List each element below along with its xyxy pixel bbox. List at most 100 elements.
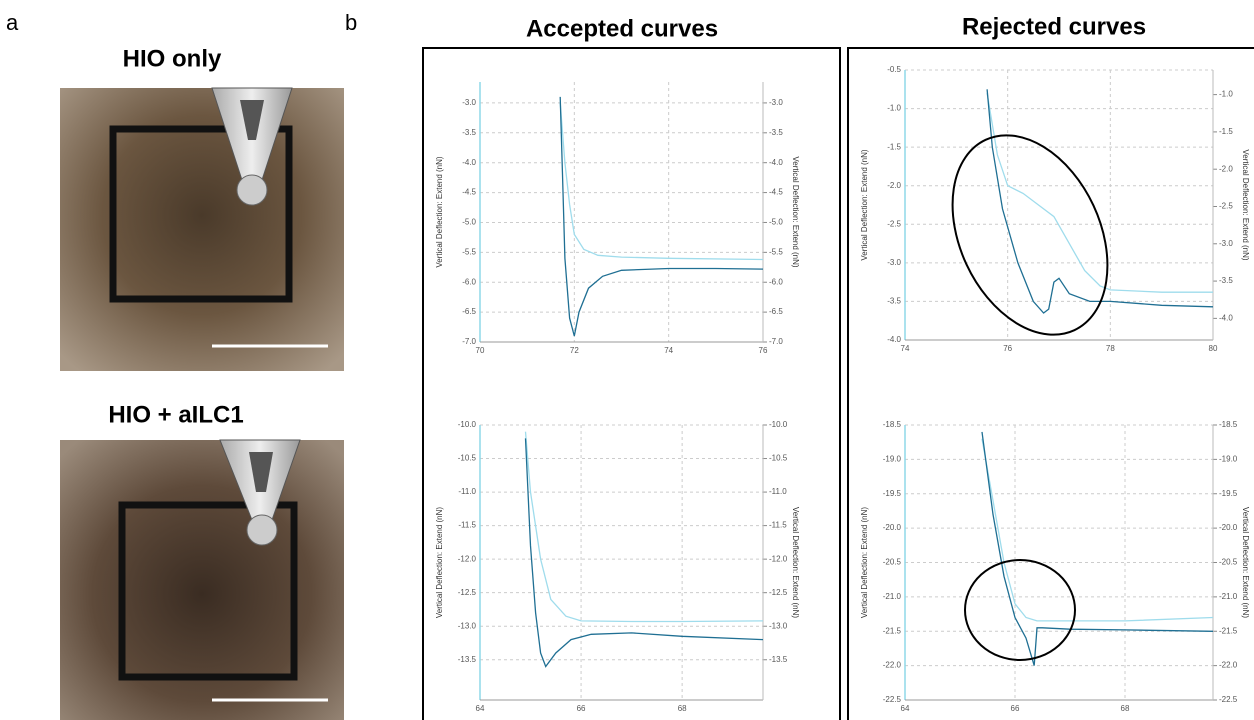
- y2-tick-label: -10.5: [769, 454, 788, 463]
- y2-axis-label: Vertical Deflection: Extend (nN): [1241, 507, 1250, 618]
- x-tick-label: 66: [1011, 704, 1020, 713]
- x-tick-label: 64: [476, 704, 485, 713]
- y-tick-label: -18.5: [883, 420, 902, 429]
- curve: [986, 92, 1213, 293]
- y-tick-label: -7.0: [462, 337, 476, 346]
- y-tick-label: -11.0: [458, 487, 476, 496]
- curve: [559, 96, 764, 337]
- y-tick-label: -2.5: [887, 219, 901, 228]
- y-tick-label: -3.5: [887, 297, 901, 306]
- y2-tick-label: -5.5: [769, 247, 783, 256]
- y-tick-label: -10.0: [458, 420, 477, 429]
- y-tick-label: -11.5: [458, 521, 476, 530]
- panel-frame: [422, 47, 841, 720]
- y2-tick-label: -18.5: [1219, 420, 1238, 429]
- column-title: Accepted curves: [526, 15, 718, 42]
- y-axis-label: Vertical Deflection: Extend (nN): [860, 507, 869, 618]
- y2-tick-label: -21.0: [1219, 592, 1238, 601]
- curve: [524, 438, 764, 668]
- y-tick-label: -13.0: [458, 621, 477, 630]
- highlight-ring: [951, 134, 1109, 336]
- y2-tick-label: -1.5: [1219, 127, 1233, 136]
- y2-axis-label: Vertical Deflection: Extend (nN): [791, 156, 800, 267]
- panel-label: b: [345, 10, 357, 35]
- y-tick-label: -20.0: [883, 523, 902, 532]
- y-tick-label: -3.0: [462, 98, 476, 107]
- micrograph: [60, 87, 344, 371]
- y-axis-label: Vertical Deflection: Extend (nN): [860, 149, 869, 260]
- y-tick-label: -0.5: [887, 65, 901, 74]
- x-tick-label: 72: [570, 346, 579, 355]
- image-title: HIO + aILC1: [108, 401, 243, 428]
- y2-tick-label: -5.0: [769, 218, 783, 227]
- y2-tick-label: -4.0: [1219, 313, 1233, 322]
- y2-tick-label: -2.0: [1219, 164, 1233, 173]
- y2-tick-label: -3.0: [769, 98, 783, 107]
- y2-tick-label: -19.5: [1219, 489, 1238, 498]
- y2-tick-label: -10.0: [769, 420, 788, 429]
- y-tick-label: -6.5: [462, 307, 476, 316]
- y2-tick-label: -13.0: [769, 621, 788, 630]
- y-axis-label: Vertical Deflection: Extend (nN): [435, 507, 444, 618]
- y-tick-label: -4.0: [462, 158, 476, 167]
- y2-tick-label: -6.0: [769, 277, 783, 286]
- x-tick-label: 68: [678, 704, 687, 713]
- y-tick-label: -20.5: [883, 558, 902, 567]
- y-tick-label: -21.5: [883, 626, 902, 635]
- y-tick-label: -19.5: [883, 489, 902, 498]
- y2-tick-label: -11.0: [769, 487, 787, 496]
- y2-tick-label: -2.5: [1219, 202, 1233, 211]
- y2-tick-label: -6.5: [769, 307, 783, 316]
- curve: [524, 431, 764, 623]
- x-tick-label: 66: [577, 704, 586, 713]
- y-tick-label: -5.0: [462, 218, 476, 227]
- y-tick-label: -22.0: [883, 661, 902, 670]
- y-tick-label: -1.0: [887, 104, 901, 113]
- y-tick-label: -1.5: [887, 142, 901, 151]
- x-tick-label: 78: [1106, 344, 1115, 353]
- curve: [986, 89, 1214, 314]
- y-tick-label: -19.0: [883, 454, 902, 463]
- y2-tick-label: -3.5: [1219, 276, 1233, 285]
- y-tick-label: -12.5: [458, 588, 477, 597]
- y2-tick-label: -21.5: [1219, 626, 1238, 635]
- y-axis-label: Vertical Deflection: Extend (nN): [435, 156, 444, 267]
- y2-tick-label: -13.5: [769, 655, 788, 664]
- y2-tick-label: -12.0: [769, 554, 788, 563]
- y2-tick-label: -4.5: [769, 188, 783, 197]
- y2-tick-label: -3.0: [1219, 239, 1233, 248]
- y-tick-label: -22.5: [883, 695, 902, 704]
- y2-tick-label: -3.5: [769, 128, 783, 137]
- x-tick-label: 74: [664, 346, 673, 355]
- x-tick-label: 80: [1209, 344, 1218, 353]
- y2-tick-label: -20.5: [1219, 558, 1238, 567]
- y-tick-label: -4.5: [462, 188, 476, 197]
- curve: [981, 438, 1214, 622]
- y2-axis-label: Vertical Deflection: Extend (nN): [791, 507, 800, 618]
- x-tick-label: 64: [901, 704, 910, 713]
- y2-tick-label: -22.0: [1219, 661, 1238, 670]
- y2-tick-label: -1.0: [1219, 90, 1233, 99]
- curve: [981, 431, 1214, 666]
- y-tick-label: -3.5: [462, 128, 476, 137]
- y-tick-label: -12.0: [458, 554, 477, 563]
- x-tick-label: 76: [759, 346, 768, 355]
- y2-tick-label: -11.5: [769, 521, 787, 530]
- y-tick-label: -4.0: [887, 335, 901, 344]
- y-tick-label: -21.0: [883, 592, 902, 601]
- panel-label: a: [6, 10, 19, 35]
- y-tick-label: -13.5: [458, 655, 477, 664]
- x-tick-label: 70: [476, 346, 485, 355]
- y-tick-label: -5.5: [462, 247, 476, 256]
- y2-tick-label: -7.0: [769, 337, 783, 346]
- y2-tick-label: -22.5: [1219, 695, 1238, 704]
- y2-axis-label: Vertical Deflection: Extend (nN): [1241, 149, 1250, 260]
- y2-tick-label: -19.0: [1219, 454, 1238, 463]
- curve: [559, 102, 764, 261]
- y-tick-label: -10.5: [458, 454, 477, 463]
- image-title: HIO only: [123, 45, 222, 72]
- micrograph: [60, 439, 344, 720]
- y-tick-label: -6.0: [462, 277, 476, 286]
- x-tick-label: 74: [901, 344, 910, 353]
